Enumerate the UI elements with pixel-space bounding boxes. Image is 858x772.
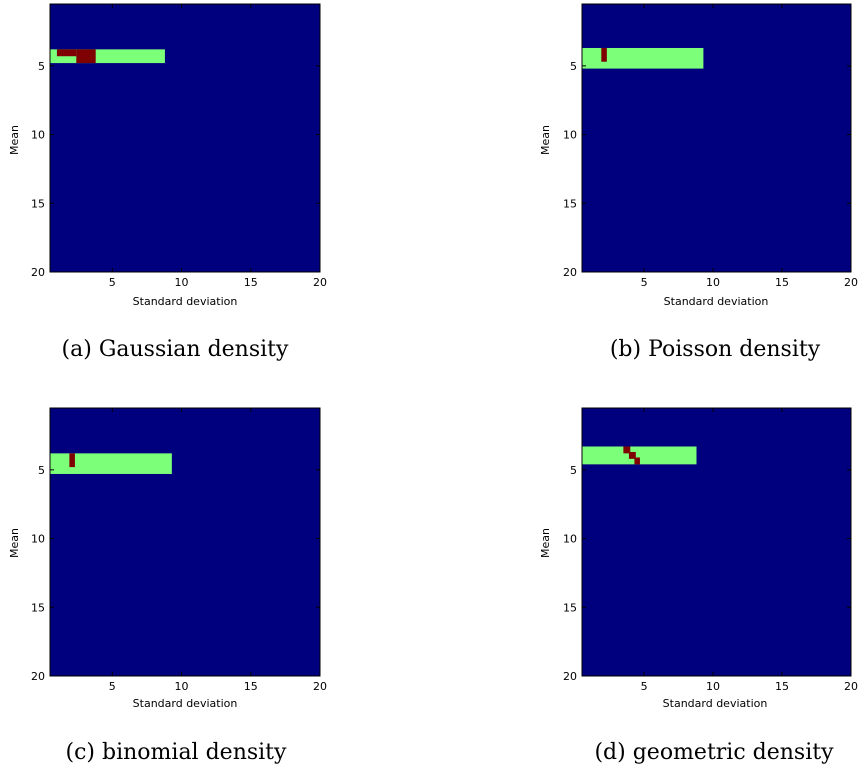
x-tick-label-d-20: 20 [844,680,858,693]
x-tick-label-a-15: 15 [244,276,258,289]
x-tick-label-c-15: 15 [244,680,258,693]
y-tick-label-b-5: 5 [570,60,577,73]
x-tick-label-a-10: 10 [175,276,189,289]
y-tick-label-a-15: 15 [31,197,45,210]
y-tick-label-a-10: 10 [31,129,45,142]
y-tick-label-a-5: 5 [38,60,45,73]
y-tick-label-b-15: 15 [563,197,577,210]
caption-a: (a) Gaussian density [62,337,289,362]
plot-c: 5 10 15 20 5 10 15 20 [31,407,327,693]
plot-b: 5 10 15 20 5 10 15 20 [563,3,858,289]
marker-cell-d-2 [628,451,636,459]
marker-cell-d-1 [623,446,631,454]
marker-cell-a-1 [56,49,77,57]
panel-b: 5 10 15 20 5 10 15 20 Standard deviation Mean (… [539,3,858,362]
y-axis-label-d: Mean [539,528,552,558]
x-axis-label-c: Standard deviation [133,697,238,710]
x-tick-label-a-20: 20 [313,276,327,289]
y-tick-label-c-15: 15 [31,601,45,614]
x-axis-label-d: Standard deviation [663,697,768,710]
y-tick-label-d-10: 10 [563,533,577,546]
y-tick-label-b-10: 10 [563,129,577,142]
y-tick-label-d-15: 15 [563,601,577,614]
y-tick-label-d-5: 5 [570,464,577,477]
plot-frame-c [49,407,321,677]
x-tick-label-d-15: 15 [775,680,789,693]
x-tick-label-c-5: 5 [109,680,116,693]
heatmap-background-a [50,4,320,272]
caption-d: (d) geometric density [594,740,834,765]
x-tick-label-b-10: 10 [706,276,720,289]
marker-cell-c-1 [69,453,75,468]
caption-b: (b) Poisson density [610,337,821,362]
y-tick-label-c-5: 5 [38,464,45,477]
x-tick-label-c-20: 20 [313,680,327,693]
plot-frame-a [49,3,321,273]
y-tick-label-d-20: 20 [563,670,577,683]
y-tick-label-a-20: 20 [31,266,45,279]
marker-cell-a-2 [76,49,96,64]
plot-d: 5 10 15 20 5 10 15 20 [563,407,858,693]
marker-cell-d-3 [634,457,640,465]
y-axis-label-c: Mean [8,528,21,558]
x-tick-label-b-5: 5 [641,276,648,289]
x-tick-label-b-20: 20 [844,276,858,289]
caption-c: (c) binomial density [66,740,287,765]
y-axis-label-b: Mean [539,125,552,155]
x-tick-label-a-5: 5 [109,276,116,289]
panel-d: 5 10 15 20 5 10 15 20 Standard deviation Mean (… [539,407,858,765]
region-cell-c [50,453,172,474]
y-tick-label-c-20: 20 [31,670,45,683]
heatmap-background-b [582,4,851,272]
x-tick-label-c-10: 10 [175,680,189,693]
plot-frame-d [581,407,852,677]
x-axis-label-a: Standard deviation [133,295,238,308]
y-tick-label-b-20: 20 [563,266,577,279]
x-tick-label-b-15: 15 [775,276,789,289]
panel-a: 5 10 15 20 5 10 15 20 Standard deviation Mean (… [8,3,327,362]
marker-cell-b-1 [601,47,607,62]
x-axis-label-b: Standard deviation [664,295,769,308]
plot-a: 5 10 15 20 5 10 15 20 [31,3,327,289]
y-axis-label-a: Mean [8,125,21,155]
y-tick-label-c-10: 10 [31,533,45,546]
plot-frame-b [581,3,852,273]
panel-c: 5 10 15 20 5 10 15 20 Standard deviation Mean (… [8,407,327,765]
x-tick-label-d-10: 10 [706,680,720,693]
region-cell-b [582,47,704,69]
heatmap-background-c [50,408,320,676]
x-tick-label-d-5: 5 [641,680,648,693]
region-cell-d [582,446,697,465]
